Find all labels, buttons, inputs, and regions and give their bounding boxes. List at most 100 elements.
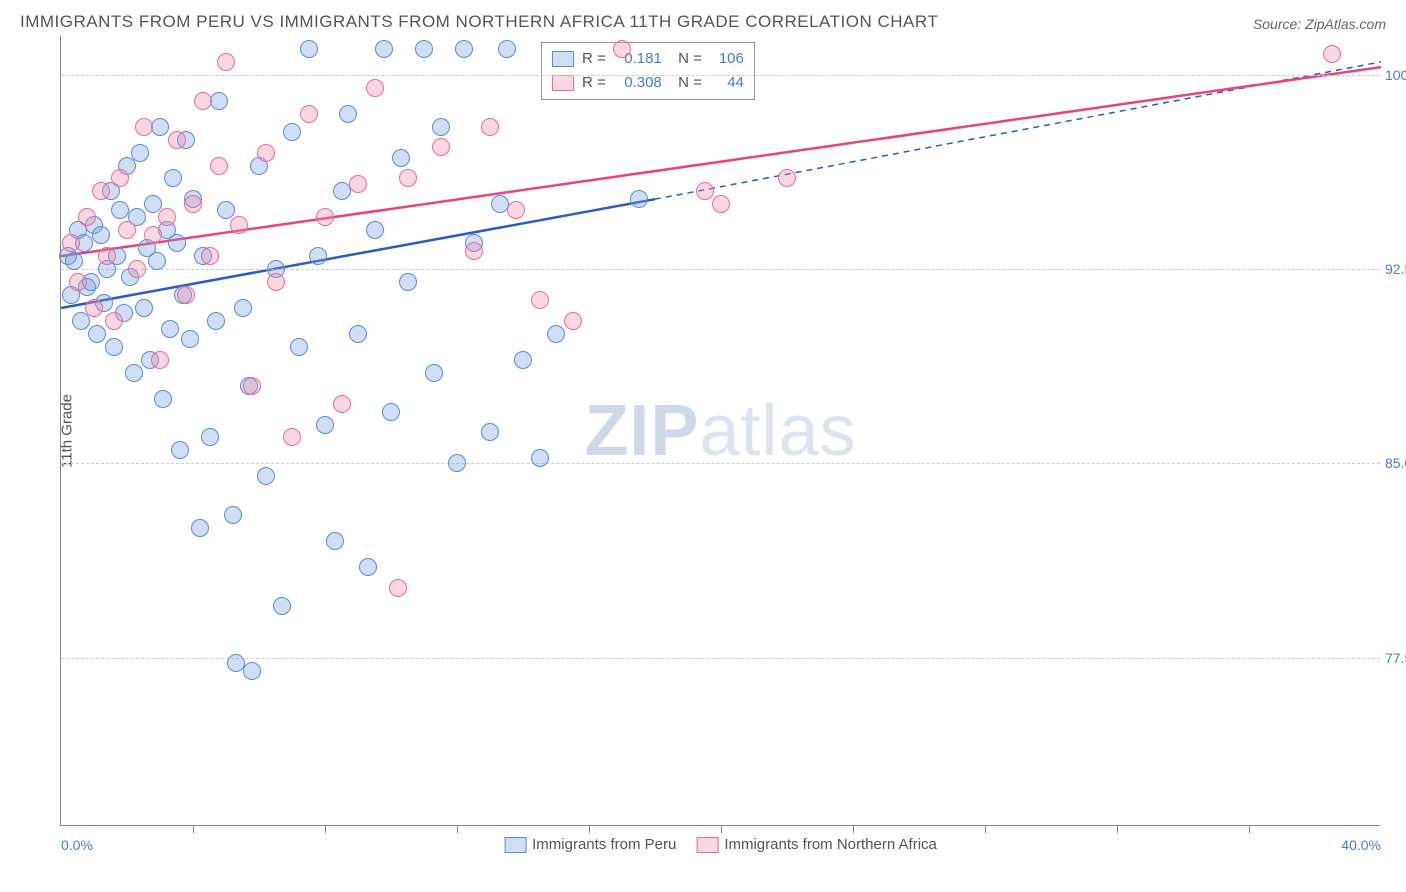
data-point [62,234,80,252]
x-tick [721,825,722,833]
watermark: ZIPatlas [584,390,856,472]
data-point [105,338,123,356]
data-point [696,182,714,200]
data-point [392,149,410,167]
data-point [283,428,301,446]
data-point [98,247,116,265]
data-point [217,53,235,71]
gridline-h [61,269,1380,270]
data-point [207,312,225,330]
data-point [481,423,499,441]
data-point [273,597,291,615]
data-point [151,351,169,369]
n-label: N = [670,47,702,71]
data-point [349,175,367,193]
data-point [498,40,516,58]
data-point [481,118,499,136]
data-point [154,390,172,408]
y-tick-label: 100.0% [1385,67,1406,83]
y-tick-label: 77.5% [1385,650,1406,666]
data-point [78,208,96,226]
x-tick [325,825,326,833]
data-point [425,364,443,382]
data-point [111,201,129,219]
data-point [415,40,433,58]
data-point [514,351,532,369]
data-point [366,79,384,97]
data-point [448,454,466,472]
data-point [432,138,450,156]
data-point [547,325,565,343]
data-point [181,330,199,348]
data-point [161,320,179,338]
n-value: 106 [710,47,744,71]
legend-item: Immigrants from Northern Africa [696,836,937,853]
data-point [326,532,344,550]
legend-swatch [552,75,574,91]
data-point [712,195,730,213]
y-tick-label: 92.5% [1385,261,1406,277]
chart-title: IMMIGRANTS FROM PERU VS IMMIGRANTS FROM … [20,12,938,32]
source-label: Source: ZipAtlas.com [1253,16,1386,32]
data-point [465,242,483,260]
scatter-plot: ZIPatlas R =0.181 N =106R =0.308 N =44 I… [60,36,1380,826]
gridline-h [61,75,1380,76]
stats-legend: R =0.181 N =106R =0.308 N =44 [541,42,755,100]
data-point [300,40,318,58]
data-point [164,169,182,187]
data-point [210,92,228,110]
data-point [148,252,166,270]
data-point [128,260,146,278]
gridline-h [61,463,1380,464]
data-point [1323,45,1341,63]
data-point [118,221,136,239]
legend-label: Immigrants from Northern Africa [724,836,937,853]
data-point [65,252,83,270]
data-point [333,395,351,413]
data-point [333,182,351,200]
data-point [316,208,334,226]
data-point [531,449,549,467]
data-point [507,201,525,219]
data-point [630,190,648,208]
data-point [88,325,106,343]
data-point [531,291,549,309]
data-point [778,169,796,187]
data-point [184,195,202,213]
x-tick [853,825,854,833]
data-point [194,92,212,110]
data-point [399,273,417,291]
data-point [316,416,334,434]
legend-label: Immigrants from Peru [532,836,676,853]
data-point [144,226,162,244]
x-tick-label: 40.0% [1341,837,1381,853]
data-point [290,338,308,356]
data-point [366,221,384,239]
data-point [135,299,153,317]
data-point [217,201,235,219]
data-point [151,118,169,136]
data-point [105,312,123,330]
data-point [69,273,87,291]
y-tick-label: 85.0% [1385,455,1406,471]
data-point [201,428,219,446]
data-point [92,182,110,200]
gridline-h [61,658,1380,659]
legend-swatch [552,51,574,67]
data-point [382,403,400,421]
data-point [168,131,186,149]
x-tick [1117,825,1118,833]
data-point [349,325,367,343]
data-point [210,157,228,175]
data-point [257,144,275,162]
data-point [135,118,153,136]
data-point [85,299,103,317]
data-point [257,467,275,485]
legend-swatch [504,837,526,853]
data-point [230,216,248,234]
legend-item: Immigrants from Peru [504,836,676,853]
data-point [455,40,473,58]
data-point [111,169,129,187]
bottom-legend: Immigrants from Peru Immigrants from Nort… [504,836,937,853]
data-point [339,105,357,123]
